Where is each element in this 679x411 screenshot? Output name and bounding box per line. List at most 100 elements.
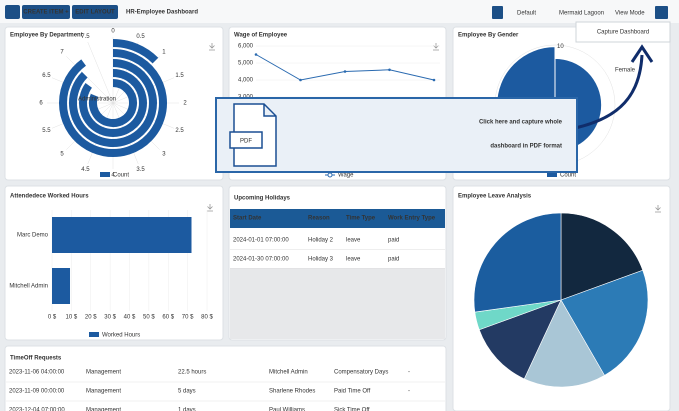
panel	[4, 345, 447, 411]
table-cell: Management	[86, 389, 121, 395]
tick-label: 7.5	[81, 34, 90, 40]
tick-label: 0.5	[136, 34, 145, 40]
table-cell: Paul Williams	[269, 408, 305, 411]
x-tick-label: 40 $	[124, 315, 136, 321]
toolbar	[0, 0, 679, 23]
table-cell: 2023-11-06 04:00:00	[9, 370, 65, 376]
download-icon[interactable]	[655, 205, 661, 213]
chart-title: Wage of Employee	[234, 33, 288, 39]
legend-label: Wage	[338, 173, 354, 179]
y-tick-label: 4,000	[238, 78, 254, 84]
arrow-head	[630, 44, 654, 63]
panel-title: TimeOff Requests	[10, 356, 62, 362]
button-label: CREATE ITEM +	[23, 10, 69, 16]
pdf-label: PDF	[240, 139, 252, 145]
table-cell: 2024-01-30 07:00:00	[233, 257, 289, 263]
table-cell: 1 days	[178, 408, 196, 411]
y-tick-label: 6,000	[238, 44, 254, 50]
dashboard-title: HR-Employee Dashboard	[126, 10, 198, 16]
table-cell: Compensatory Days	[334, 370, 388, 376]
tick-label: 4.5	[81, 167, 90, 173]
filter-button[interactable]	[492, 6, 503, 19]
table-cell: 5 days	[178, 389, 196, 395]
table-cell: 2023-11-09 00:00:00	[9, 389, 65, 395]
bar	[52, 217, 192, 253]
column-header: Reason	[308, 216, 330, 222]
pie-slice[interactable]	[560, 269, 649, 376]
table-cell: Sick Time Off	[334, 408, 370, 411]
radial-bar	[59, 49, 167, 157]
radial-bar	[112, 39, 159, 64]
table-cell: Management	[86, 408, 121, 411]
button[interactable]	[72, 5, 118, 19]
icon-button[interactable]	[655, 6, 668, 19]
callout-text: dashboard in PDF format	[490, 144, 562, 150]
legend-swatch	[100, 172, 110, 177]
table-cell: 2024-01-01 07:00:00	[233, 238, 289, 244]
legend-label: Count	[113, 173, 129, 179]
tick-label: 2.5	[175, 128, 184, 134]
legend-label: Count	[560, 173, 576, 179]
dropdown-item[interactable]: Capture Dashboard	[597, 30, 649, 36]
legend-swatch	[89, 332, 99, 337]
tick-label: 2	[183, 101, 187, 107]
chart-title: Employee Leave Analysis	[458, 194, 532, 200]
table-body-bg	[230, 268, 445, 339]
tick-label: 6.5	[42, 73, 51, 79]
pie-slice[interactable]	[473, 212, 562, 313]
category-label: Administration	[78, 97, 116, 103]
x-tick-label: 0 $	[48, 315, 57, 321]
tick-label: 3.5	[136, 167, 145, 173]
button[interactable]	[22, 5, 70, 19]
point	[343, 70, 347, 73]
table-cell: leave	[346, 238, 361, 244]
icon-button[interactable]	[5, 5, 20, 19]
dropdown	[575, 21, 671, 43]
table-cell: paid	[388, 257, 399, 263]
panel-title: Upcoming Holidays	[234, 196, 291, 202]
bar	[52, 268, 71, 304]
table-cell: 22.5 hours	[178, 370, 206, 376]
table-cell: -	[408, 370, 410, 376]
download-icon[interactable]	[433, 43, 439, 51]
radial-bar	[69, 59, 157, 147]
x-tick-label: 60 $	[162, 315, 174, 321]
x-tick-label: 20 $	[85, 315, 97, 321]
x-tick-label: 10 $	[66, 315, 78, 321]
point	[299, 78, 302, 82]
chart-title: Employee By Gender	[458, 33, 519, 39]
menu-view-mode: View Mode	[615, 11, 645, 17]
point	[388, 68, 391, 72]
table-cell: Sharlene Rhodes	[269, 389, 315, 395]
radial-bar	[89, 79, 137, 127]
tick-label: 0	[111, 29, 115, 35]
tick-label: 6	[39, 101, 43, 107]
download-icon[interactable]	[207, 204, 213, 212]
legend-label: Worked Hours	[102, 333, 140, 339]
table-cell: -	[408, 389, 410, 395]
column-header: Time Type	[346, 216, 376, 222]
tick-label: 4	[111, 173, 115, 179]
download-icon[interactable]	[209, 43, 215, 51]
table-cell: Paid Time Off	[334, 389, 371, 395]
table-cell: paid	[388, 238, 399, 244]
button-label: EDIT LAYOUT	[75, 10, 115, 16]
table-header	[230, 209, 445, 228]
x-tick-label: 80 $	[201, 315, 213, 321]
point	[432, 78, 436, 82]
table-cell: Mitchell Admin	[269, 370, 308, 376]
tick-label: 3	[162, 151, 166, 157]
pie-slice[interactable]	[560, 212, 644, 301]
pie-slice[interactable]	[523, 299, 605, 388]
pie-slice[interactable]	[478, 299, 562, 380]
x-tick-label: 30 $	[104, 315, 116, 321]
tick-label: 1.5	[175, 73, 184, 79]
grid-line	[66, 56, 114, 104]
legend-marker	[327, 172, 333, 178]
legend-swatch	[547, 172, 557, 177]
radial-bar	[79, 69, 147, 137]
pdf-badge	[229, 131, 263, 149]
menu-default: Default	[517, 11, 536, 17]
callout-text: Click here and capture whole	[479, 120, 563, 126]
table-cell: Holiday 3	[308, 257, 334, 263]
